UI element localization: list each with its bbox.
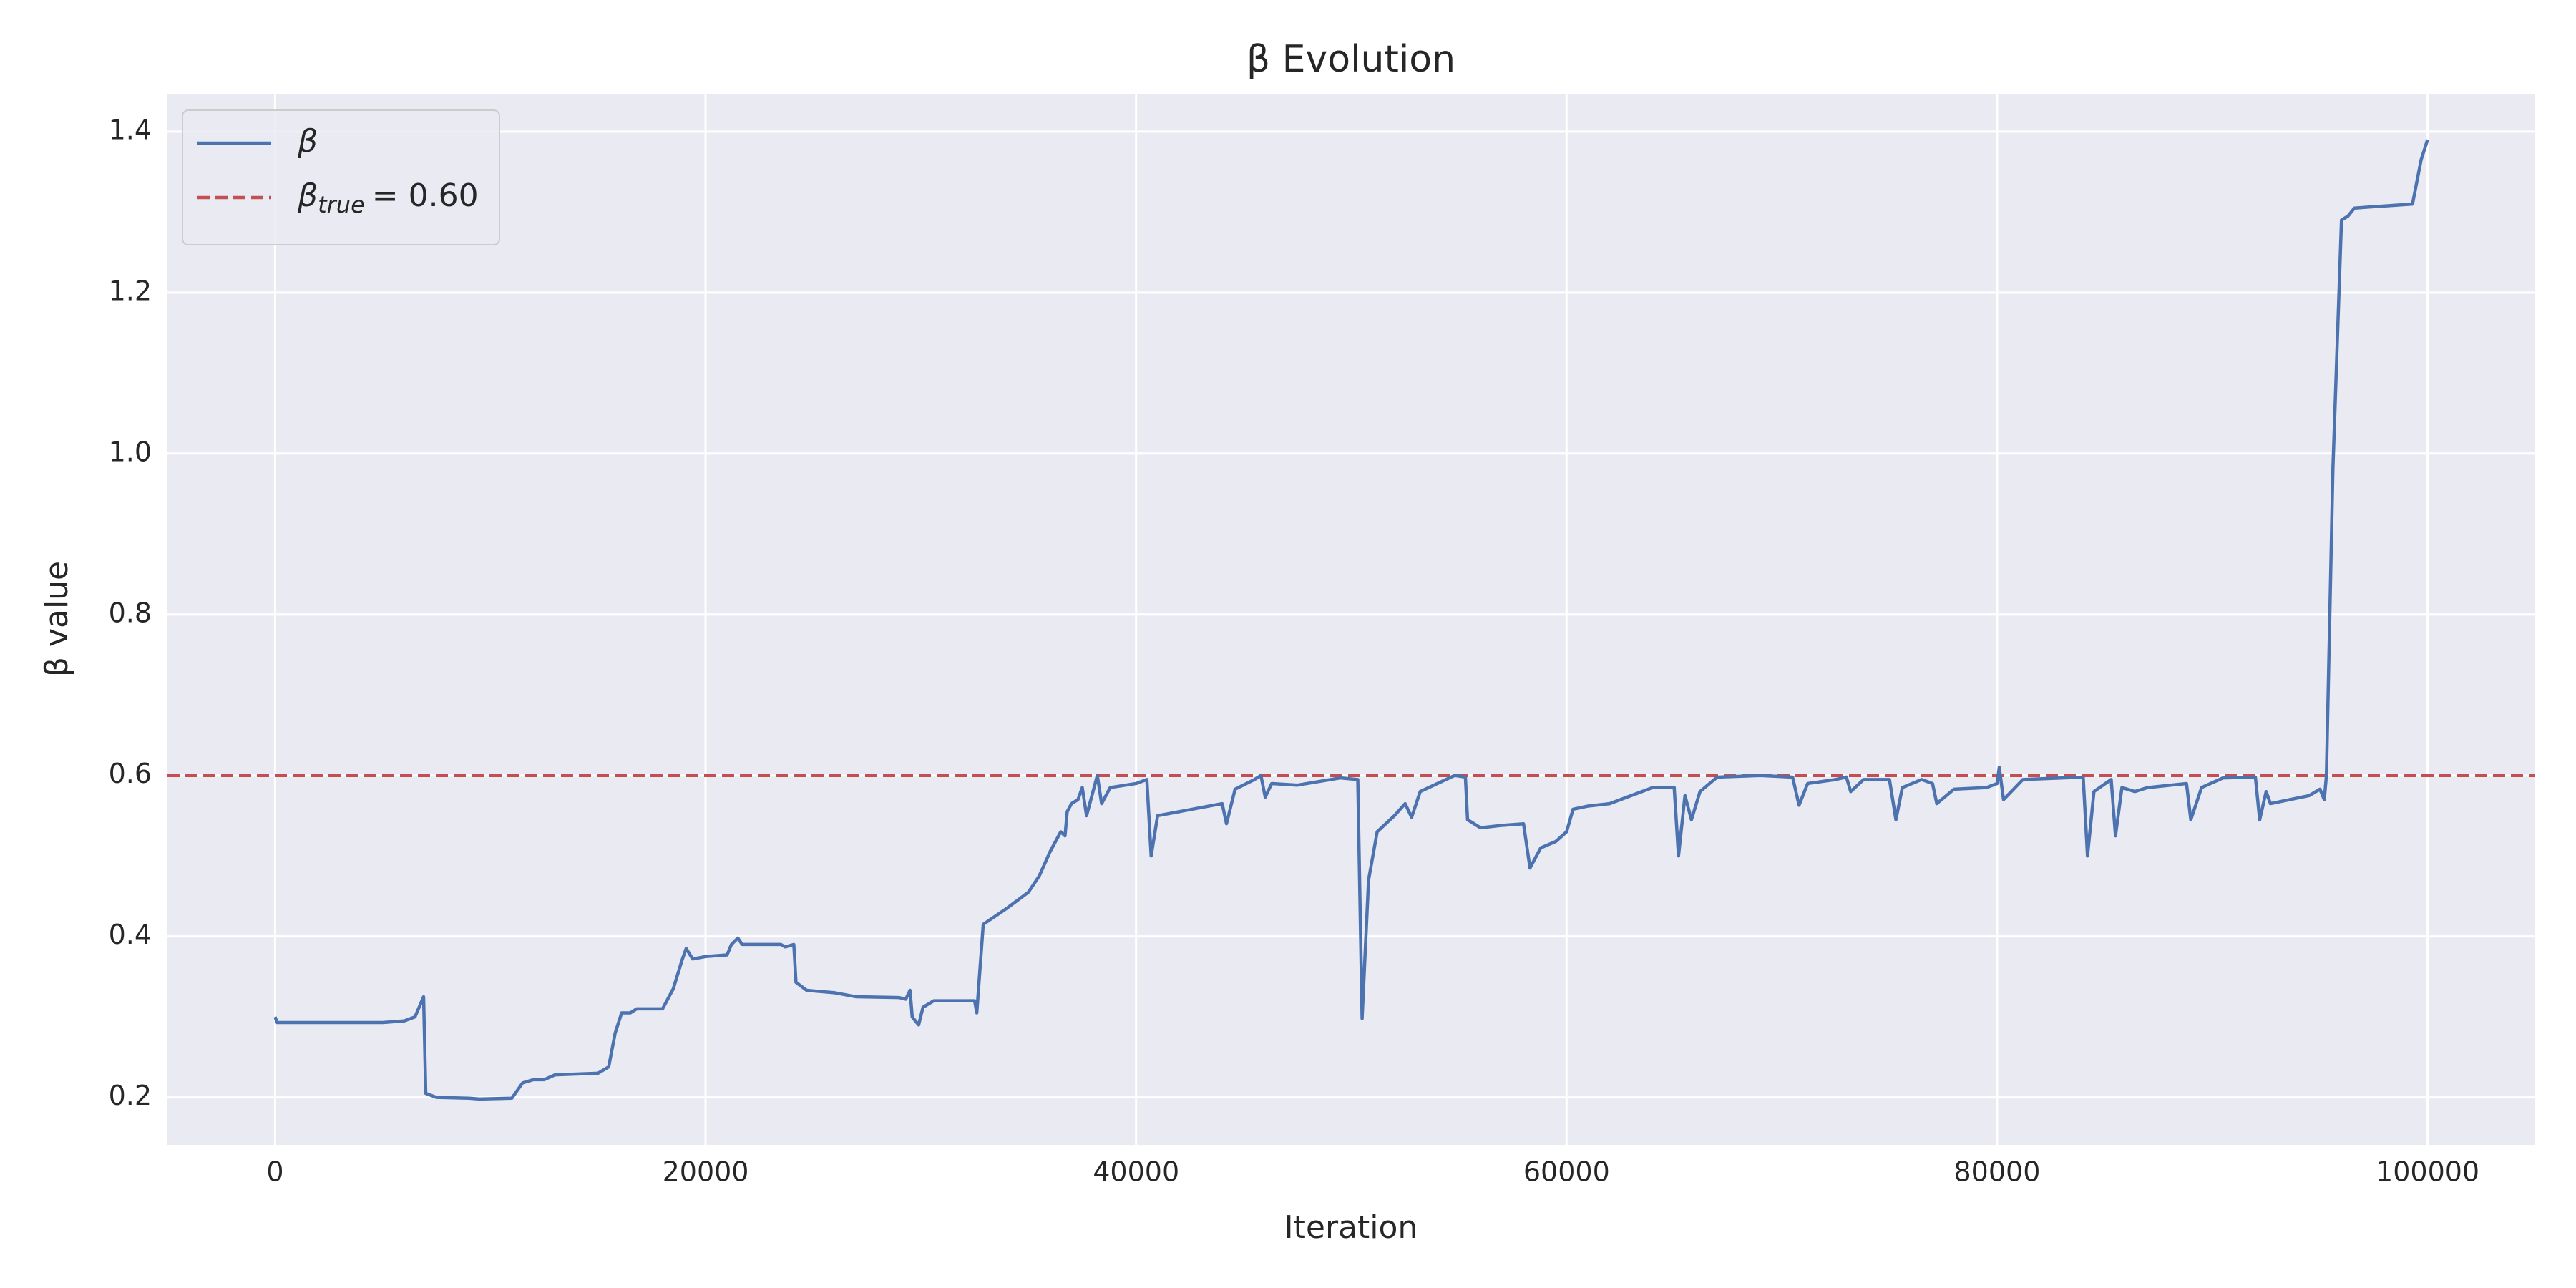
x-tick-label: 40000 xyxy=(1093,1156,1179,1188)
legend-label: β xyxy=(297,123,318,160)
x-tick-label: 80000 xyxy=(1954,1156,2041,1188)
x-axis-label: Iteration xyxy=(1284,1209,1418,1246)
x-tick-label: 60000 xyxy=(1523,1156,1610,1188)
y-tick-label: 1.2 xyxy=(109,275,152,306)
legend-label-part: β xyxy=(297,177,318,214)
y-tick-label: 1.0 xyxy=(109,436,152,467)
y-tick-label: 0.6 xyxy=(109,758,152,789)
marks xyxy=(167,139,2535,1101)
legend-label-part: = 0.60 xyxy=(372,177,479,214)
y-tick-label: 0.2 xyxy=(109,1080,152,1111)
y-tick-label: 0.8 xyxy=(109,597,152,628)
chart-title: β Evolution xyxy=(1246,38,1455,81)
legend-label: βtrue = 0.60 xyxy=(297,177,479,218)
x-tick-label: 0 xyxy=(266,1156,283,1188)
legend-label-part: true xyxy=(318,191,365,218)
x-tick-label: 100000 xyxy=(2376,1156,2479,1188)
y-axis-label: β value xyxy=(39,561,75,677)
y-tick-label: 1.4 xyxy=(109,114,152,145)
x-tick-label: 20000 xyxy=(663,1156,749,1188)
plot-area xyxy=(167,94,2535,1145)
y-tick-label: 0.4 xyxy=(109,919,152,950)
series-line xyxy=(273,139,2429,1101)
